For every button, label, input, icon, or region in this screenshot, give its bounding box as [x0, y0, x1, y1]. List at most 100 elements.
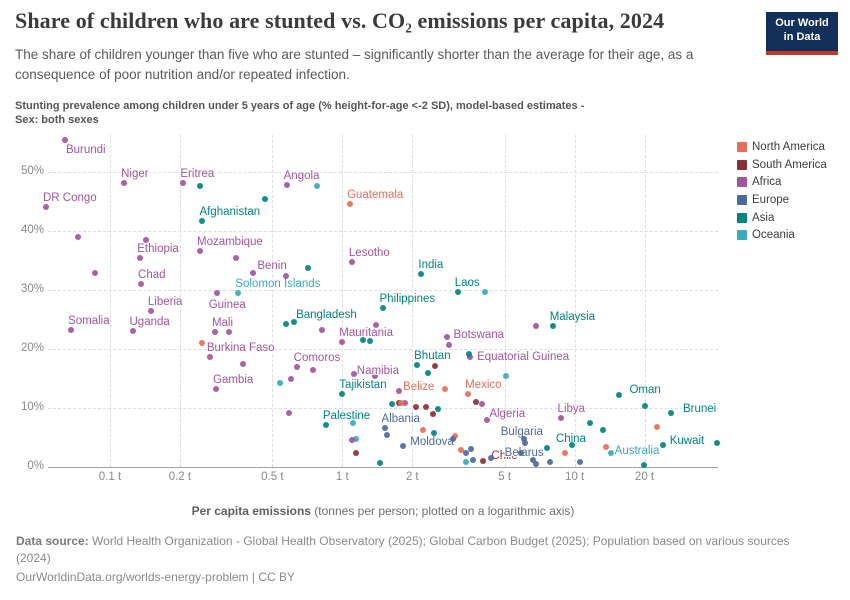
data-point[interactable] [282, 272, 289, 279]
data-point[interactable] [562, 450, 569, 457]
data-point-guatemala[interactable] [347, 200, 354, 207]
data-point[interactable] [487, 455, 494, 462]
data-point[interactable] [457, 447, 464, 454]
data-point[interactable] [600, 426, 607, 433]
country-label[interactable]: Philippines [379, 292, 436, 305]
data-point[interactable] [92, 269, 99, 276]
data-point-uganda[interactable] [129, 327, 136, 334]
data-point-libya[interactable] [557, 415, 564, 422]
data-point-eritrea[interactable] [180, 180, 187, 187]
data-point-bulgaria[interactable] [521, 440, 528, 447]
data-point-angola[interactable] [283, 181, 290, 188]
data-point[interactable] [450, 436, 457, 443]
country-label[interactable]: Namibia [356, 364, 399, 377]
data-point-brunei[interactable] [667, 409, 674, 416]
data-point[interactable] [502, 373, 509, 380]
data-point-philippines[interactable] [379, 304, 386, 311]
data-point-australia[interactable] [607, 449, 614, 456]
data-point[interactable] [424, 369, 431, 376]
data-point-burundi[interactable] [61, 137, 68, 144]
data-point[interactable] [353, 436, 360, 443]
data-point[interactable] [389, 400, 396, 407]
country-label[interactable]: Eritrea [180, 168, 215, 181]
legend-item-africa[interactable]: Africa [737, 173, 827, 191]
data-point[interactable] [352, 450, 359, 457]
data-point[interactable] [518, 450, 525, 457]
data-point[interactable] [469, 456, 476, 463]
data-point[interactable] [350, 371, 357, 378]
data-point-namibia[interactable] [371, 372, 378, 379]
data-point-mexico[interactable] [465, 390, 472, 397]
data-point-liberia[interactable] [147, 308, 154, 315]
data-point-niger[interactable] [121, 179, 128, 186]
data-point[interactable] [431, 429, 438, 436]
data-point[interactable] [659, 442, 666, 449]
data-point-palestine[interactable] [322, 422, 329, 429]
country-label[interactable]: India [418, 259, 444, 272]
country-label[interactable]: Chad [138, 268, 166, 281]
data-point-algeria[interactable] [484, 416, 491, 423]
data-point[interactable] [422, 403, 429, 410]
data-point-burkina-faso[interactable] [206, 353, 213, 360]
data-point-ethiopia[interactable] [137, 255, 144, 262]
country-label[interactable]: Niger [121, 167, 149, 180]
data-point[interactable] [74, 234, 81, 241]
country-label[interactable]: Albania [381, 413, 420, 426]
country-label[interactable]: Australia [614, 444, 660, 457]
data-point[interactable] [576, 458, 583, 465]
country-label[interactable]: Equatorial Guinea [477, 351, 570, 364]
data-point[interactable] [197, 183, 204, 190]
data-point[interactable] [473, 398, 480, 405]
data-point-mozambique[interactable] [196, 248, 203, 255]
country-label[interactable]: Somalia [68, 314, 110, 327]
owid-logo[interactable]: Our World in Data [766, 12, 838, 55]
country-label[interactable]: Ethiopia [137, 243, 179, 256]
data-point-chile[interactable] [480, 458, 487, 465]
data-point[interactable] [310, 366, 317, 373]
data-point[interactable] [465, 350, 472, 357]
data-point[interactable] [373, 321, 380, 328]
data-point[interactable] [360, 337, 367, 344]
data-point-chad[interactable] [138, 280, 145, 287]
data-point[interactable] [521, 436, 528, 443]
data-point-india[interactable] [418, 271, 425, 278]
country-label[interactable]: Mexico [465, 378, 502, 391]
data-point-gambia[interactable] [213, 385, 219, 392]
country-label[interactable]: Brunei [682, 402, 717, 415]
data-point[interactable] [445, 342, 452, 349]
data-point-mali[interactable] [211, 329, 218, 336]
country-label[interactable]: Laos [454, 277, 480, 290]
country-label[interactable]: Kuwait [669, 434, 705, 447]
data-point[interactable] [546, 459, 553, 466]
data-point[interactable] [641, 461, 648, 468]
data-point[interactable] [367, 338, 374, 345]
country-label[interactable]: Lesotho [348, 246, 390, 259]
country-label[interactable]: Liberia [147, 296, 183, 309]
country-label[interactable]: Benin [257, 260, 287, 273]
country-label[interactable]: Algeria [489, 407, 526, 420]
data-point[interactable] [304, 265, 311, 272]
data-point[interactable] [348, 436, 355, 443]
data-point[interactable] [286, 409, 293, 416]
data-point[interactable] [481, 288, 488, 295]
data-point[interactable] [412, 404, 419, 411]
country-label[interactable]: Burundi [65, 144, 106, 157]
data-point[interactable] [376, 460, 383, 467]
data-point[interactable] [398, 399, 405, 406]
data-point-laos[interactable] [454, 289, 461, 296]
data-point[interactable] [419, 426, 426, 433]
country-label[interactable]: Libya [557, 403, 586, 416]
data-point[interactable] [240, 361, 247, 368]
legend-item-north-america[interactable]: North America [737, 138, 827, 156]
data-point[interactable] [349, 420, 356, 427]
data-point-bhutan[interactable] [414, 361, 421, 368]
data-point[interactable] [432, 362, 439, 369]
country-label[interactable]: Uganda [129, 315, 170, 328]
data-point[interactable] [435, 405, 442, 412]
data-point[interactable] [653, 423, 660, 430]
data-point-belarus[interactable] [529, 456, 536, 463]
data-point[interactable] [226, 329, 233, 336]
data-point-kuwait[interactable] [713, 439, 720, 446]
data-point[interactable] [396, 388, 403, 395]
data-point-afghanistan[interactable] [199, 217, 206, 224]
